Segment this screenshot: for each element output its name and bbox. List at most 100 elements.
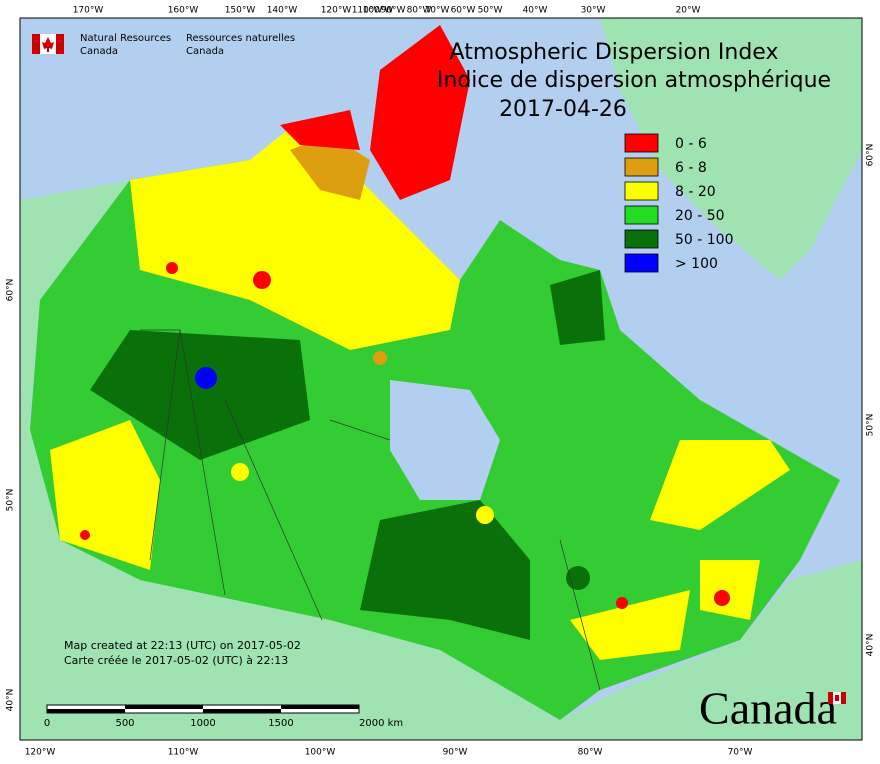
map-body [20,18,862,740]
zone-0-6 [714,590,730,606]
zone-8-20 [570,590,690,660]
latitude-label: 40°N [866,634,876,657]
longitude-label: 90°W [443,748,468,758]
latitude-label: 60°N [6,279,16,302]
wordmark-flag [828,692,846,704]
longitude-label: 110°W [352,6,383,16]
latitude-label: 60°N [866,144,876,167]
wordmark: Canada [699,683,837,734]
zone-8-20 [700,560,760,620]
legend-label: 8 - 20 [675,184,716,200]
longitude-label: 70°W [425,6,450,16]
longitude-label: 70°W [728,748,753,758]
created-fr: Carte créée le 2017-05-02 (UTC) à 22:13 [64,654,288,667]
zone-0-6 [253,271,271,289]
legend-swatch [624,229,659,249]
legend-swatch [624,157,659,177]
scale-label: 1000 [190,718,215,729]
longitude-label: 90°W [381,6,406,16]
zone-0-6 [80,530,90,540]
zone-8-20 [231,463,249,481]
legend-swatch [624,181,659,201]
scale-segment [281,705,359,709]
frame [19,17,863,741]
longitude-label: 100°W [363,6,394,16]
boundary [179,329,226,596]
longitude-label: 60°W [451,6,476,16]
zone-50-100 [90,330,310,460]
zone-8-20 [50,420,160,570]
legend-label: 20 - 50 [675,208,725,224]
legend-label: 0 - 6 [675,136,707,152]
zone-0-6 [616,597,628,609]
longitude-label: 30°W [581,6,606,16]
latitude-label: 40°N [6,689,16,712]
created-en: Map created at 22:13 (UTC) on 2017-05-02 [64,639,301,652]
zone-50-100 [360,500,530,640]
longitude-label: 140°W [267,6,298,16]
scale-segment [47,709,125,713]
scale-label: 2000 km [359,718,403,729]
scale-label: 0 [44,718,50,729]
title-fr: Indice de dispersion atmosphérique [437,68,831,93]
legend: 0 - 6 6 - 8 8 - 20 20 - 50 50 - 100 > 100 [624,133,734,273]
boundaries [140,329,601,691]
zone-0-6 [280,110,360,150]
agency-fr: Ressources naturelles [186,33,295,44]
latitude-label: 50°N [866,414,876,437]
flag-bar [32,34,40,54]
longitude-label: 80°W [407,6,432,16]
hudson-bay [390,380,500,500]
agency-fr: Canada [186,46,224,57]
flag-bar [841,692,846,704]
longitude-label: 110°W [168,748,199,758]
zone-8-20 [476,506,494,524]
zone-8-20 [650,440,790,530]
scale-segment [203,709,281,713]
zone-6-8 [373,351,387,365]
legend-swatch [624,253,659,273]
legend-label: 6 - 8 [675,160,707,176]
scale-labels: 0 500 1000 1500 2000 km [44,718,403,729]
scale-bar [46,704,360,714]
scale-label: 1500 [268,718,293,729]
longitude-label: 80°W [578,748,603,758]
boundary [224,399,323,621]
title-en: Atmospheric Dispersion Index [450,40,779,65]
zone-above-100 [195,367,217,389]
legend-label: > 100 [675,256,718,272]
flag-leaf [835,695,839,701]
longitude-label: 120°W [25,748,56,758]
agency: Natural Resources Canada Ressources natu… [32,33,295,57]
zone-50-100 [566,566,590,590]
longitude-label: 100°W [305,748,336,758]
scale-segment [125,705,203,709]
scale-label: 500 [115,718,134,729]
neighbour-land [20,180,862,740]
greenland [600,18,862,280]
longitude-label: 50°W [478,6,503,16]
longitude-label: 160°W [168,6,199,16]
map-date: 2017-04-26 [499,97,627,122]
agency-en: Canada [80,46,118,57]
boundary [559,539,601,691]
flag-leaf [42,37,54,52]
longitude-label: 120°W [321,6,352,16]
flag-bar [56,34,64,54]
longitude-label: 170°W [73,6,104,16]
longitude-label: 40°W [523,6,548,16]
zone-6-8 [290,135,370,200]
agency-en: Natural Resources [80,33,171,44]
zone-50-100 [550,270,605,345]
boundary [329,419,391,441]
flag-bar [828,692,833,704]
zone-0-6 [166,262,178,274]
legend-swatch [624,133,659,153]
longitude-label: 20°W [676,6,701,16]
legend-label: 50 - 100 [675,232,734,248]
legend-swatch [624,205,659,225]
latitude-label: 50°N [6,489,16,512]
